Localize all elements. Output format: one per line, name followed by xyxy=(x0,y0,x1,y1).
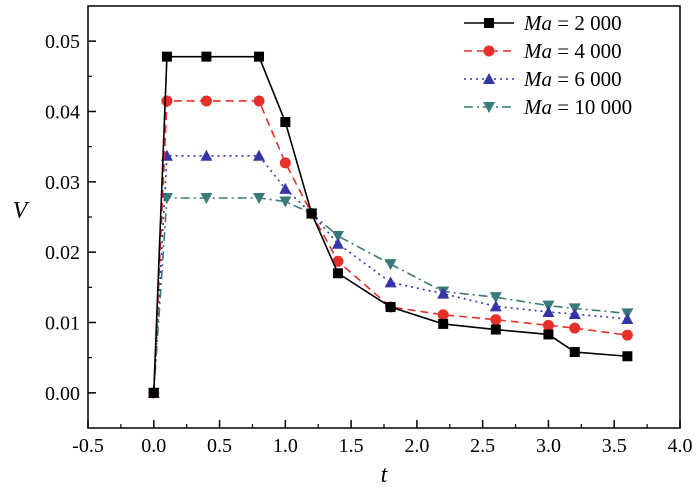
data-point xyxy=(200,193,213,205)
data-point xyxy=(279,157,291,169)
legend-label-variable: Ma xyxy=(523,11,552,35)
data-point xyxy=(542,319,554,331)
legend-label-value: = 10 000 xyxy=(552,95,632,119)
legend-marker xyxy=(484,18,494,28)
data-point xyxy=(621,329,633,341)
data-point xyxy=(622,351,633,362)
data-point xyxy=(542,305,555,317)
legend-label: Ma = 2 000 xyxy=(523,11,622,35)
legend-marker xyxy=(483,73,495,84)
series-line xyxy=(152,100,628,393)
data-point xyxy=(331,237,344,249)
x-tick-label: 2.5 xyxy=(470,435,495,457)
x-tick-label: 4.0 xyxy=(668,435,693,457)
data-point xyxy=(569,322,581,334)
data-point xyxy=(489,300,502,312)
x-axis: -0.5 0.0 0.5 1.0 1.5 2.0 2.5 3.0 3.5 4.0 xyxy=(72,420,693,457)
x-tick-label: -0.5 xyxy=(72,435,104,457)
series-2 xyxy=(148,95,633,399)
series-4 xyxy=(147,193,634,399)
y-axis: 0.00 0.01 0.02 0.03 0.04 0.05 xyxy=(45,31,96,405)
data-point xyxy=(385,302,396,313)
data-point xyxy=(568,308,581,320)
data-point xyxy=(201,51,212,62)
data-point xyxy=(384,276,397,288)
x-tick-label: 0.5 xyxy=(207,435,232,457)
data-point xyxy=(543,329,554,340)
data-point xyxy=(148,387,159,398)
data-point xyxy=(253,95,265,107)
y-axis-label: V xyxy=(13,198,30,224)
data-point xyxy=(437,287,450,299)
x-tick-label: 2.0 xyxy=(404,435,429,457)
data-point xyxy=(569,347,580,358)
data-point xyxy=(200,95,212,107)
legend-marker xyxy=(483,45,495,57)
data-point xyxy=(621,312,634,324)
legend-label-variable: Ma xyxy=(523,67,552,91)
data-point xyxy=(490,324,501,335)
x-tick-label: 0.0 xyxy=(141,435,166,457)
legend-label: Ma = 6 000 xyxy=(523,67,622,91)
data-point xyxy=(490,314,502,326)
data-point xyxy=(253,149,266,161)
y-tick-label: 0.02 xyxy=(45,242,80,264)
legend-marker xyxy=(483,102,495,113)
data-point xyxy=(332,268,343,279)
y-tick-label: 0.03 xyxy=(45,172,80,194)
data-point xyxy=(254,51,265,62)
data-point xyxy=(437,309,449,321)
data-point xyxy=(384,259,397,271)
data-point xyxy=(280,117,291,128)
data-point xyxy=(438,318,449,329)
legend-label: Ma = 10 000 xyxy=(523,95,632,119)
legend-item: Ma = 10 000 xyxy=(464,95,632,119)
series-3 xyxy=(147,149,634,398)
data-point xyxy=(489,292,502,304)
data-point xyxy=(253,193,266,205)
legend-label: Ma = 4 000 xyxy=(523,39,622,63)
legend-label-value: = 2 000 xyxy=(552,11,622,35)
legend-item: Ma = 6 000 xyxy=(464,67,622,91)
data-point xyxy=(306,208,317,219)
series-line xyxy=(152,155,628,393)
legend-label-value: = 4 000 xyxy=(552,39,622,63)
y-tick-label: 0.01 xyxy=(45,313,80,335)
legend-label-variable: Ma xyxy=(523,95,552,119)
data-point xyxy=(161,95,173,107)
x-tick-label: 3.0 xyxy=(536,435,561,457)
y-tick-label: 0.05 xyxy=(45,31,80,53)
data-point xyxy=(200,149,213,161)
y-tick-label: 0.04 xyxy=(45,102,80,124)
data-point xyxy=(279,182,292,194)
legend-label-value: = 6 000 xyxy=(552,67,622,91)
series-1 xyxy=(148,51,633,398)
data-point xyxy=(331,230,344,242)
x-tick-label: 3.5 xyxy=(602,435,627,457)
x-tick-label: 1.5 xyxy=(339,435,364,457)
data-point xyxy=(332,255,344,267)
legend-item: Ma = 2 000 xyxy=(464,11,622,35)
data-point xyxy=(160,193,173,205)
y-tick-label: 0.00 xyxy=(45,383,80,405)
data-point xyxy=(161,51,172,62)
legend-item: Ma = 4 000 xyxy=(464,39,622,63)
data-point xyxy=(279,196,292,208)
x-axis-label: t xyxy=(381,462,389,488)
series-line xyxy=(152,197,628,393)
series-layer xyxy=(147,51,634,399)
legend-label-variable: Ma xyxy=(523,39,552,63)
x-tick-label: 1.0 xyxy=(273,435,298,457)
